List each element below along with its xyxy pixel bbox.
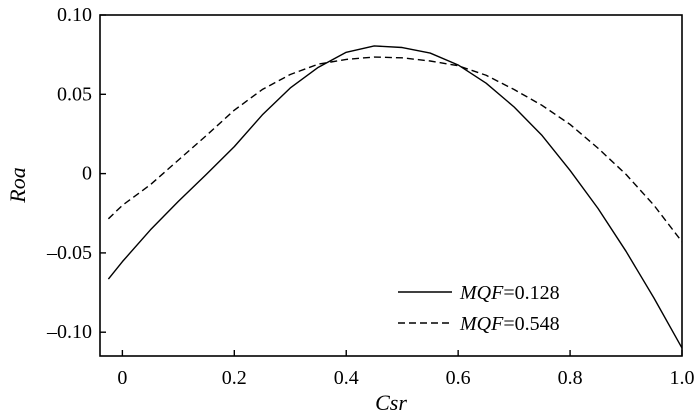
x-tick-label-1: 0.2 [222,367,247,389]
x-tick-label-5: 1.0 [670,367,695,389]
legend-value-series-2: =0.548 [503,313,559,335]
legend-value-series-1: =0.128 [503,282,559,304]
y-tick-label-0: 0.10 [57,4,92,26]
series-group [107,45,683,349]
y-tick-label-4: –0.10 [46,321,92,343]
legend-label-series-1: MQF=0.128 [459,282,560,304]
legend: MQF=0.128 MQF=0.548 [398,282,560,335]
x-tick-label-2: 0.4 [334,367,359,389]
x-tick-label-3: 0.6 [446,367,471,389]
x-tick-label-0: 0 [117,367,127,389]
y-tick-label-1: 0.05 [57,83,92,105]
legend-name-series-1: MQF [459,282,504,304]
y-axis-ticks [100,14,106,333]
y-tick-label-2: 0 [82,163,92,185]
series-line-1 [107,45,683,349]
plot-frame [99,14,683,357]
x-tick-label-4: 0.8 [558,367,583,389]
x-axis-tick-labels: 0 0.2 0.4 0.6 0.8 1.0 [117,367,694,389]
x-axis-ticks [121,350,683,356]
y-axis-label: Roa [5,167,30,203]
y-tick-label-3: –0.05 [46,242,92,264]
legend-name-series-2: MQF [459,313,504,335]
y-axis-tick-labels: 0.10 0.05 0 –0.05 –0.10 [46,4,92,343]
x-axis-label: Csr [375,390,407,415]
series-line-2 [107,56,683,243]
legend-label-series-2: MQF=0.548 [459,313,560,335]
